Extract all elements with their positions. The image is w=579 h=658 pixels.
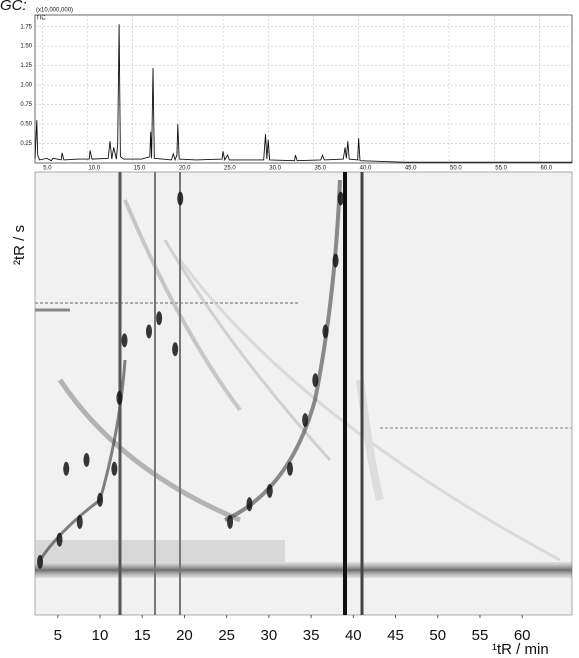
x-tick-label: 25 — [218, 627, 235, 644]
x-tick-label: 50.0 — [450, 166, 462, 172]
peak-spot — [286, 461, 293, 476]
y-axis-label: TIC — [36, 16, 46, 22]
x-tick-label: 40 — [345, 627, 362, 644]
x-tick-label: 25.0 — [224, 166, 236, 172]
x-tick-label: 60 — [514, 627, 531, 644]
y-tick-label: 1.75 — [20, 24, 32, 30]
x-tick-label: 15 — [134, 627, 151, 644]
x-tick-label: 40.0 — [360, 166, 372, 172]
peak-spot — [312, 373, 319, 388]
x-tick-label: 5.0 — [43, 166, 52, 172]
peak-spot — [302, 413, 309, 428]
chart-title: GC: — [0, 0, 27, 14]
x-tick-label: 35 — [303, 627, 320, 644]
x-tick-label: 55 — [472, 627, 489, 644]
x-tick-label: 20 — [176, 627, 193, 644]
x-tick-label: 45.0 — [405, 166, 417, 172]
peak-spot — [266, 483, 273, 498]
y-unit-note: (x10,000,000) — [36, 8, 73, 14]
peak-spot — [76, 514, 83, 529]
x-tick-label: 10.0 — [88, 166, 100, 172]
y-tick-label: 1.25 — [20, 63, 32, 69]
peak-spot — [56, 532, 63, 547]
x-tick-label: 45 — [387, 627, 404, 644]
peak-spot — [227, 514, 234, 529]
y-tick-label: 1.50 — [20, 44, 32, 50]
peak-spot — [111, 461, 118, 476]
peak-spot — [246, 497, 253, 512]
x-axis-label: ¹tR / min — [492, 641, 549, 658]
x-tick-label: 30 — [261, 627, 278, 644]
peak-spot — [145, 324, 152, 339]
peak-spot — [37, 554, 44, 569]
peak-spot — [156, 311, 163, 326]
peak-spot — [63, 461, 70, 476]
y-tick-label: 0.25 — [20, 141, 32, 147]
peak-spot — [83, 452, 90, 467]
contour-background — [35, 172, 572, 615]
peak-spot — [322, 324, 329, 339]
y-tick-label: 0.50 — [20, 122, 32, 128]
y-tick-label: 1.00 — [20, 83, 32, 89]
x-tick-label: 35.0 — [314, 166, 326, 172]
x-tick-label: 30.0 — [269, 166, 281, 172]
x-tick-label: 55.0 — [495, 166, 507, 172]
peak-spot — [177, 191, 184, 206]
tic-frame — [34, 14, 573, 164]
peak-spot — [121, 333, 128, 348]
x-tick-label: 10 — [92, 627, 109, 644]
tic-line — [34, 24, 572, 163]
peak-spot — [97, 492, 104, 507]
y-axis-label: ²tR / s — [11, 225, 28, 265]
x-tick-label: 5 — [54, 627, 62, 644]
peak-spot — [116, 390, 123, 405]
peak-spot — [332, 253, 339, 268]
x-tick-label: 20.0 — [179, 166, 191, 172]
x-tick-label: 50 — [429, 627, 446, 644]
y-tick-label: 0.75 — [20, 102, 32, 108]
peak-spot — [172, 342, 179, 357]
x-tick-label: 60.0 — [540, 166, 552, 172]
peak-spot — [337, 191, 344, 206]
x-tick-label: 15.0 — [134, 166, 146, 172]
contour-frame — [34, 171, 573, 616]
